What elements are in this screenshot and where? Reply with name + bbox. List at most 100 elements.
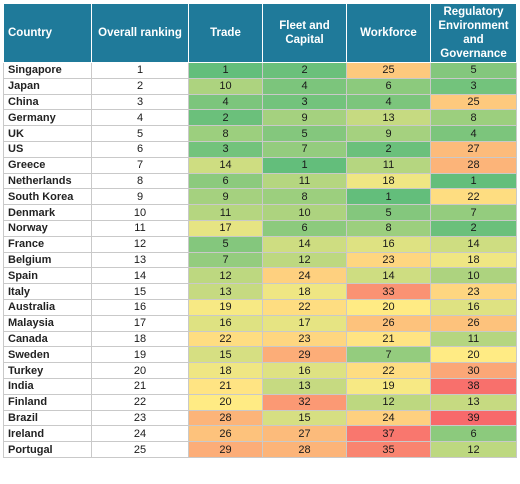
workforce-cell: 13 [346, 109, 431, 127]
country-cell: Netherlands [3, 172, 92, 190]
table-row: Finland 22 20 32 12 13 [3, 393, 517, 411]
fleet-capital-cell: 2 [262, 62, 347, 79]
trade-cell: 26 [188, 425, 263, 443]
trade-cell: 4 [188, 93, 263, 111]
regulatory-cell: 22 [430, 188, 517, 206]
table-row: China 3 4 3 4 25 [3, 93, 517, 111]
regulatory-cell: 10 [430, 267, 517, 285]
table-row: Spain 14 12 24 14 10 [3, 267, 517, 285]
country-cell: Japan [3, 77, 92, 95]
regulatory-cell: 2 [430, 219, 517, 237]
trade-cell: 8 [188, 125, 263, 142]
regulatory-cell: 38 [430, 377, 517, 395]
trade-cell: 16 [188, 314, 263, 332]
table-row: UK 5 8 5 9 4 [3, 125, 517, 142]
overall-ranking-cell: 6 [91, 140, 189, 158]
workforce-cell: 22 [346, 362, 431, 379]
fleet-capital-cell: 32 [262, 393, 347, 411]
fleet-capital-cell: 22 [262, 298, 347, 316]
column-header-country: Country [3, 3, 92, 63]
fleet-capital-cell: 12 [262, 251, 347, 269]
trade-cell: 13 [188, 283, 263, 300]
trade-cell: 15 [188, 346, 263, 364]
country-cell: China [3, 93, 92, 111]
fleet-capital-cell: 10 [262, 204, 347, 221]
workforce-cell: 33 [346, 283, 431, 300]
country-cell: Portugal [3, 441, 92, 458]
fleet-capital-cell: 6 [262, 219, 347, 237]
country-cell: Singapore [3, 62, 92, 79]
table-row: Australia 16 19 22 20 16 [3, 298, 517, 316]
trade-cell: 12 [188, 267, 263, 285]
country-cell: Italy [3, 283, 92, 300]
regulatory-cell: 1 [430, 172, 517, 190]
trade-cell: 11 [188, 204, 263, 221]
regulatory-cell: 6 [430, 425, 517, 443]
fleet-capital-cell: 27 [262, 425, 347, 443]
country-cell: Canada [3, 330, 92, 348]
workforce-cell: 25 [346, 62, 431, 79]
overall-ranking-cell: 1 [91, 62, 189, 79]
header-row: Country Overall ranking Trade Fleet and … [3, 3, 517, 63]
country-cell: Malaysia [3, 314, 92, 332]
overall-ranking-cell: 17 [91, 314, 189, 332]
table-row: Norway 11 17 6 8 2 [3, 219, 517, 237]
country-cell: Germany [3, 109, 92, 127]
regulatory-cell: 28 [430, 156, 517, 174]
regulatory-cell: 3 [430, 77, 517, 95]
country-cell: France [3, 235, 92, 253]
table-row: Canada 18 22 23 21 11 [3, 330, 517, 348]
overall-ranking-cell: 5 [91, 125, 189, 142]
fleet-capital-cell: 5 [262, 125, 347, 142]
workforce-cell: 6 [346, 77, 431, 95]
workforce-cell: 7 [346, 346, 431, 364]
fleet-capital-cell: 14 [262, 235, 347, 253]
table-row: Germany 4 2 9 13 8 [3, 109, 517, 127]
regulatory-cell: 5 [430, 62, 517, 79]
country-cell: South Korea [3, 188, 92, 206]
table-row: Sweden 19 15 29 7 20 [3, 346, 517, 364]
country-cell: India [3, 377, 92, 395]
regulatory-cell: 20 [430, 346, 517, 364]
country-cell: Denmark [3, 204, 92, 221]
country-cell: Spain [3, 267, 92, 285]
overall-ranking-cell: 14 [91, 267, 189, 285]
overall-ranking-cell: 25 [91, 441, 189, 458]
country-cell: US [3, 140, 92, 158]
regulatory-cell: 4 [430, 125, 517, 142]
workforce-cell: 9 [346, 125, 431, 142]
regulatory-cell: 13 [430, 393, 517, 411]
table-row: Denmark 10 11 10 5 7 [3, 204, 517, 221]
fleet-capital-cell: 3 [262, 93, 347, 111]
overall-ranking-cell: 21 [91, 377, 189, 395]
trade-cell: 22 [188, 330, 263, 348]
regulatory-cell: 27 [430, 140, 517, 158]
country-cell: Belgium [3, 251, 92, 269]
workforce-cell: 16 [346, 235, 431, 253]
trade-cell: 20 [188, 393, 263, 411]
overall-ranking-cell: 20 [91, 362, 189, 379]
trade-cell: 14 [188, 156, 263, 174]
table-row: Malaysia 17 16 17 26 26 [3, 314, 517, 332]
trade-cell: 17 [188, 219, 263, 237]
regulatory-cell: 25 [430, 93, 517, 111]
fleet-capital-cell: 7 [262, 140, 347, 158]
table-row: France 12 5 14 16 14 [3, 235, 517, 253]
country-cell: Norway [3, 219, 92, 237]
fleet-capital-cell: 9 [262, 109, 347, 127]
overall-ranking-cell: 4 [91, 109, 189, 127]
trade-cell: 1 [188, 62, 263, 79]
overall-ranking-cell: 23 [91, 409, 189, 427]
trade-cell: 6 [188, 172, 263, 190]
overall-ranking-cell: 22 [91, 393, 189, 411]
workforce-cell: 2 [346, 140, 431, 158]
workforce-cell: 20 [346, 298, 431, 316]
overall-ranking-cell: 19 [91, 346, 189, 364]
table-row: India 21 21 13 19 38 [3, 377, 517, 395]
country-cell: UK [3, 125, 92, 142]
fleet-capital-cell: 17 [262, 314, 347, 332]
workforce-cell: 35 [346, 441, 431, 458]
overall-ranking-cell: 9 [91, 188, 189, 206]
column-header-fleet-and-capital: Fleet and Capital [262, 3, 347, 63]
table-row: Singapore 1 1 2 25 5 [3, 62, 517, 79]
